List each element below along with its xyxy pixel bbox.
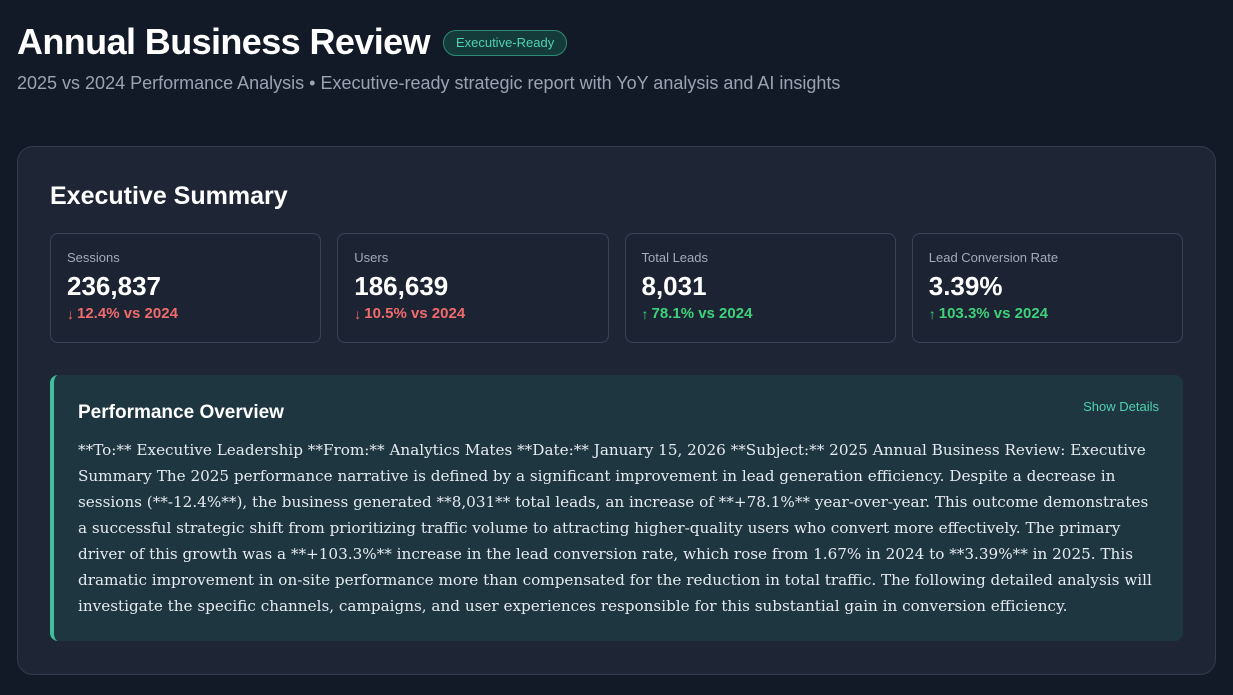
arrow-down-icon: ↓ (354, 306, 362, 322)
metric-label: Lead Conversion Rate (928, 250, 1059, 265)
header: Annual Business Review Executive-Ready (17, 18, 1216, 66)
arrow-down-icon: ↓ (67, 306, 74, 322)
page-title: Annual Business Review (17, 21, 431, 62)
metric-change: ↓ 12.4% vs 2024 (67, 304, 304, 324)
page-subtitle: 2025 vs 2024 Performance Analysis • Exec… (17, 73, 841, 93)
metrics-row: Sessions 236,837 ↓ 12.4% vs 2024 Users 1… (50, 233, 1183, 343)
metric-label: Users (354, 250, 389, 265)
metric-change: ↓ 10.5% vs 2024 (354, 304, 591, 324)
metric-card-sessions: Sessions 236,837 ↓ 12.4% vs 2024 (50, 233, 322, 343)
metric-value: 236,837 (67, 271, 161, 301)
status-badge: Executive-Ready (442, 30, 568, 56)
metric-card-total-leads: Total Leads 8,031 ↑ 78.1% vs 2024 (624, 233, 896, 343)
overview-text: **To:** Executive Leadership **From:** A… (78, 441, 1152, 615)
overview-title: Performance Overview (78, 402, 284, 423)
metric-value: 186,639 (354, 271, 449, 301)
metric-change: ↑ 103.3% vs 2024 (929, 304, 1166, 324)
metric-label: Sessions (67, 250, 120, 265)
metric-card-lead-conversion-rate: Lead Conversion Rate 3.39% ↑ 103.3% vs 2… (911, 233, 1183, 343)
metric-change: ↑ 78.1% vs 2024 (642, 304, 879, 324)
metric-change-text: 103.3% vs 2024 (938, 305, 1049, 322)
metric-value: 8,031 (641, 271, 707, 301)
executive-summary-card: Executive Summary Sessions 236,837 ↓ 12.… (17, 146, 1216, 675)
arrow-up-icon: ↑ (641, 306, 649, 322)
metric-card-users: Users 186,639 ↓ 10.5% vs 2024 (337, 233, 609, 343)
metric-change-text: 12.4% vs 2024 (77, 305, 178, 322)
metric-label: Total Leads (641, 250, 709, 265)
metric-change-text: 78.1% vs 2024 (651, 305, 753, 322)
arrow-up-icon: ↑ (928, 306, 936, 322)
section-title: Executive Summary (50, 182, 288, 210)
metric-value: 3.39% (928, 271, 1003, 301)
performance-overview-panel: Performance Overview Show Details **To:*… (50, 375, 1183, 641)
metric-change-text: 10.5% vs 2024 (364, 305, 466, 322)
show-details-button[interactable]: Show Details (1083, 399, 1159, 414)
